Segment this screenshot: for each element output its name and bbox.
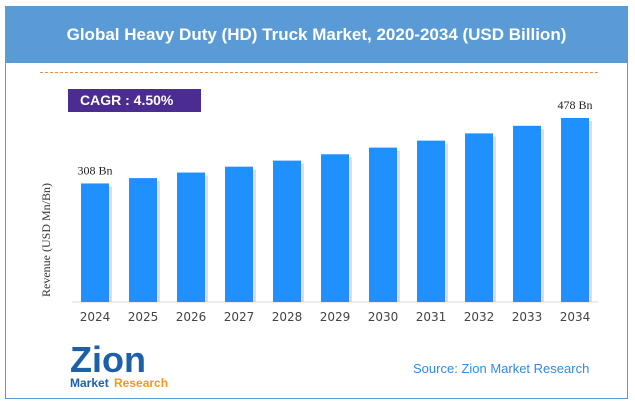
bar-2026: [177, 172, 205, 302]
x-tick-label: 2034: [560, 310, 591, 324]
x-tick-label: 2030: [368, 310, 399, 324]
cagr-badge: CAGR : 4.50%: [68, 89, 201, 112]
divider: [40, 72, 598, 73]
zion-logo: Zion Market Research: [70, 339, 180, 390]
x-tick-label: 2027: [224, 310, 255, 324]
x-tick-label: 2031: [416, 310, 447, 324]
x-tick-label: 2026: [176, 310, 207, 324]
data-label-first: 308 Bn: [77, 163, 112, 177]
x-tick-label: 2024: [80, 310, 111, 324]
bar-2029: [321, 154, 349, 302]
bar-2032: [465, 133, 493, 302]
bar-2028: [273, 160, 301, 302]
y-axis-label: Revenue (USD Mn/Bn): [39, 183, 53, 297]
x-tick-label: 2033: [512, 310, 543, 324]
x-tick-label: 2029: [320, 310, 351, 324]
bar-2030: [369, 147, 397, 302]
data-label-last: 478 Bn: [557, 98, 592, 112]
chart-title: Global Heavy Duty (HD) Truck Market, 202…: [5, 6, 628, 63]
x-tick-label: 2028: [272, 310, 303, 324]
source-text: Source: Zion Market Research: [413, 361, 590, 376]
x-tick-label: 2032: [464, 310, 495, 324]
bar-2033: [513, 125, 541, 302]
bar-2024: [81, 183, 109, 302]
x-tick-label: 2025: [128, 310, 159, 324]
logo-text: Zion: [70, 340, 146, 380]
bar-2031: [417, 140, 445, 302]
bar-2034: [561, 118, 589, 302]
logo-sub2: Research: [114, 376, 168, 390]
bar-2027: [225, 166, 253, 302]
bar-2025: [129, 178, 157, 302]
logo-sub1: Market: [70, 376, 109, 390]
